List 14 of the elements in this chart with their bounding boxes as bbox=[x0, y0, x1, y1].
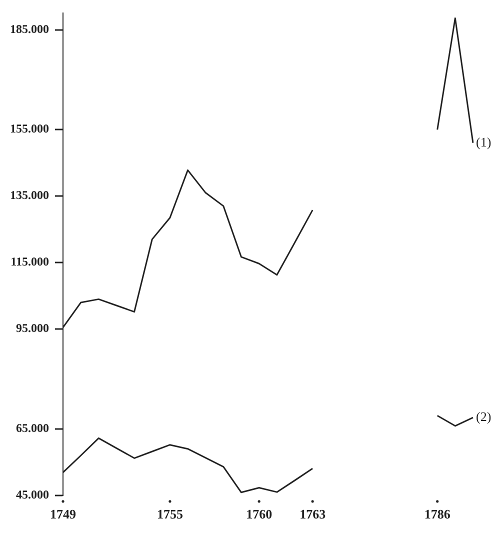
x-tick-label: 1760 bbox=[246, 506, 272, 522]
series-label: (1) bbox=[476, 134, 492, 150]
y-tick-label: 155.000 bbox=[10, 122, 49, 136]
y-tick-label: 185.000 bbox=[10, 22, 49, 36]
y-tick-label: 115.000 bbox=[10, 254, 49, 269]
x-tick-label: 1786 bbox=[424, 506, 451, 522]
y-tick-label: 95.000 bbox=[16, 321, 49, 336]
x-tick-label: 1755 bbox=[156, 506, 184, 522]
x-tick-label: 1749 bbox=[50, 506, 76, 522]
series-label: (2) bbox=[476, 409, 492, 424]
y-tick-label: 45.000 bbox=[16, 487, 49, 502]
y-tick-label: 65.000 bbox=[16, 420, 49, 435]
x-tick-label: 1763 bbox=[300, 506, 326, 522]
y-tick-label: 135.000 bbox=[10, 188, 49, 202]
